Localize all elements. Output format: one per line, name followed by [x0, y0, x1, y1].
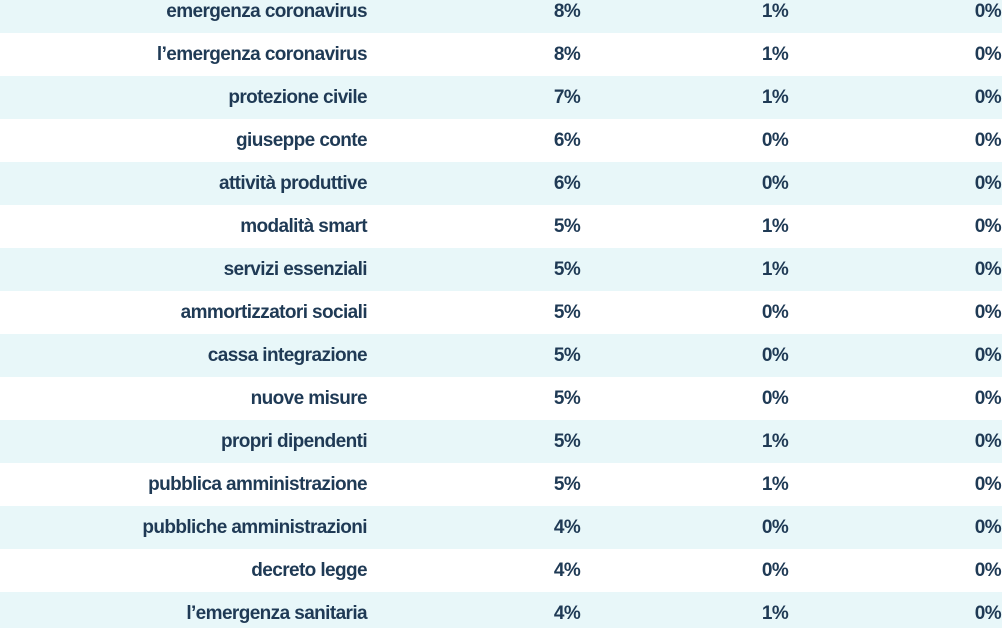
value-column-1: 5%	[553, 259, 581, 280]
value-column-3: 0%	[974, 431, 1002, 452]
value-column-2: 0%	[761, 388, 789, 409]
table-row: pubblica amministrazione 5% 1% 0%	[0, 463, 1002, 506]
value-column-3: 0%	[974, 216, 1002, 237]
value-column-2: 0%	[761, 345, 789, 366]
value-column-1: 5%	[553, 474, 581, 495]
term-label: propri dipendenti	[220, 431, 368, 452]
table-row: l’emergenza coronavirus 8% 1% 0%	[0, 33, 1002, 76]
value-column-2: 1%	[761, 44, 789, 65]
value-column-3: 0%	[974, 474, 1002, 495]
value-column-1: 4%	[553, 517, 581, 538]
term-label: l’emergenza coronavirus	[156, 44, 368, 65]
term-label: servizi essenziali	[223, 259, 368, 280]
table-row: protezione civile 7% 1% 0%	[0, 76, 1002, 119]
value-column-2: 1%	[761, 431, 789, 452]
value-column-3: 0%	[974, 130, 1002, 151]
table-row: decreto legge 4% 0% 0%	[0, 549, 1002, 592]
value-column-2: 0%	[761, 173, 789, 194]
value-column-3: 0%	[974, 1, 1002, 22]
value-column-1: 8%	[553, 1, 581, 22]
value-column-3: 0%	[974, 87, 1002, 108]
value-column-3: 0%	[974, 560, 1002, 581]
term-label: cassa integrazione	[207, 345, 368, 366]
value-column-2: 1%	[761, 87, 789, 108]
value-column-3: 0%	[974, 345, 1002, 366]
term-label: decreto legge	[251, 560, 367, 581]
table-row: modalità smart 5% 1% 0%	[0, 205, 1002, 248]
value-column-1: 4%	[553, 560, 581, 581]
value-column-3: 0%	[974, 517, 1002, 538]
term-label: nuove misure	[250, 388, 368, 409]
value-column-1: 5%	[553, 388, 581, 409]
value-column-2: 0%	[761, 560, 789, 581]
value-column-1: 5%	[553, 302, 581, 323]
term-label: emergenza coronavirus	[166, 1, 367, 22]
value-column-2: 1%	[761, 216, 789, 237]
term-label: pubblica amministrazione	[148, 474, 368, 495]
table-row: propri dipendenti 5% 1% 0%	[0, 420, 1002, 463]
term-label: attività produttive	[218, 173, 368, 194]
value-column-2: 1%	[761, 259, 789, 280]
value-column-2: 1%	[761, 1, 789, 22]
value-column-1: 5%	[553, 216, 581, 237]
table-row: giuseppe conte 6% 0% 0%	[0, 119, 1002, 162]
table-row: servizi essenziali 5% 1% 0%	[0, 248, 1002, 291]
term-label: l’emergenza sanitaria	[186, 603, 367, 624]
value-column-2: 1%	[761, 474, 789, 495]
term-label: giuseppe conte	[236, 130, 368, 151]
term-label: modalità smart	[240, 216, 367, 237]
value-column-2: 0%	[761, 517, 789, 538]
term-label: ammortizzatori sociali	[180, 302, 368, 323]
table-row: attività produttive 6% 0% 0%	[0, 162, 1002, 205]
term-label: protezione civile	[228, 87, 367, 108]
value-column-3: 0%	[974, 44, 1002, 65]
value-column-1: 8%	[553, 44, 581, 65]
value-column-2: 0%	[761, 302, 789, 323]
table-row: emergenza coronavirus 8% 1% 0%	[0, 0, 1002, 33]
value-column-3: 0%	[974, 388, 1002, 409]
table-row: cassa integrazione 5% 0% 0%	[0, 334, 1002, 377]
table-row: nuove misure 5% 0% 0%	[0, 377, 1002, 420]
value-column-1: 6%	[553, 130, 581, 151]
value-column-2: 1%	[761, 603, 789, 624]
value-column-1: 4%	[553, 603, 581, 624]
value-column-1: 7%	[553, 87, 581, 108]
table-row: ammortizzatori sociali 5% 0% 0%	[0, 291, 1002, 334]
value-column-1: 5%	[553, 431, 581, 452]
value-column-2: 0%	[761, 130, 789, 151]
value-column-3: 0%	[974, 259, 1002, 280]
table-row: l’emergenza sanitaria 4% 1% 0%	[0, 592, 1002, 628]
value-column-3: 0%	[974, 302, 1002, 323]
term-label: pubbliche amministrazioni	[142, 517, 367, 538]
table-row: pubbliche amministrazioni 4% 0% 0%	[0, 506, 1002, 549]
value-column-1: 5%	[553, 345, 581, 366]
value-column-1: 6%	[553, 173, 581, 194]
value-column-3: 0%	[974, 603, 1002, 624]
value-column-3: 0%	[974, 173, 1002, 194]
